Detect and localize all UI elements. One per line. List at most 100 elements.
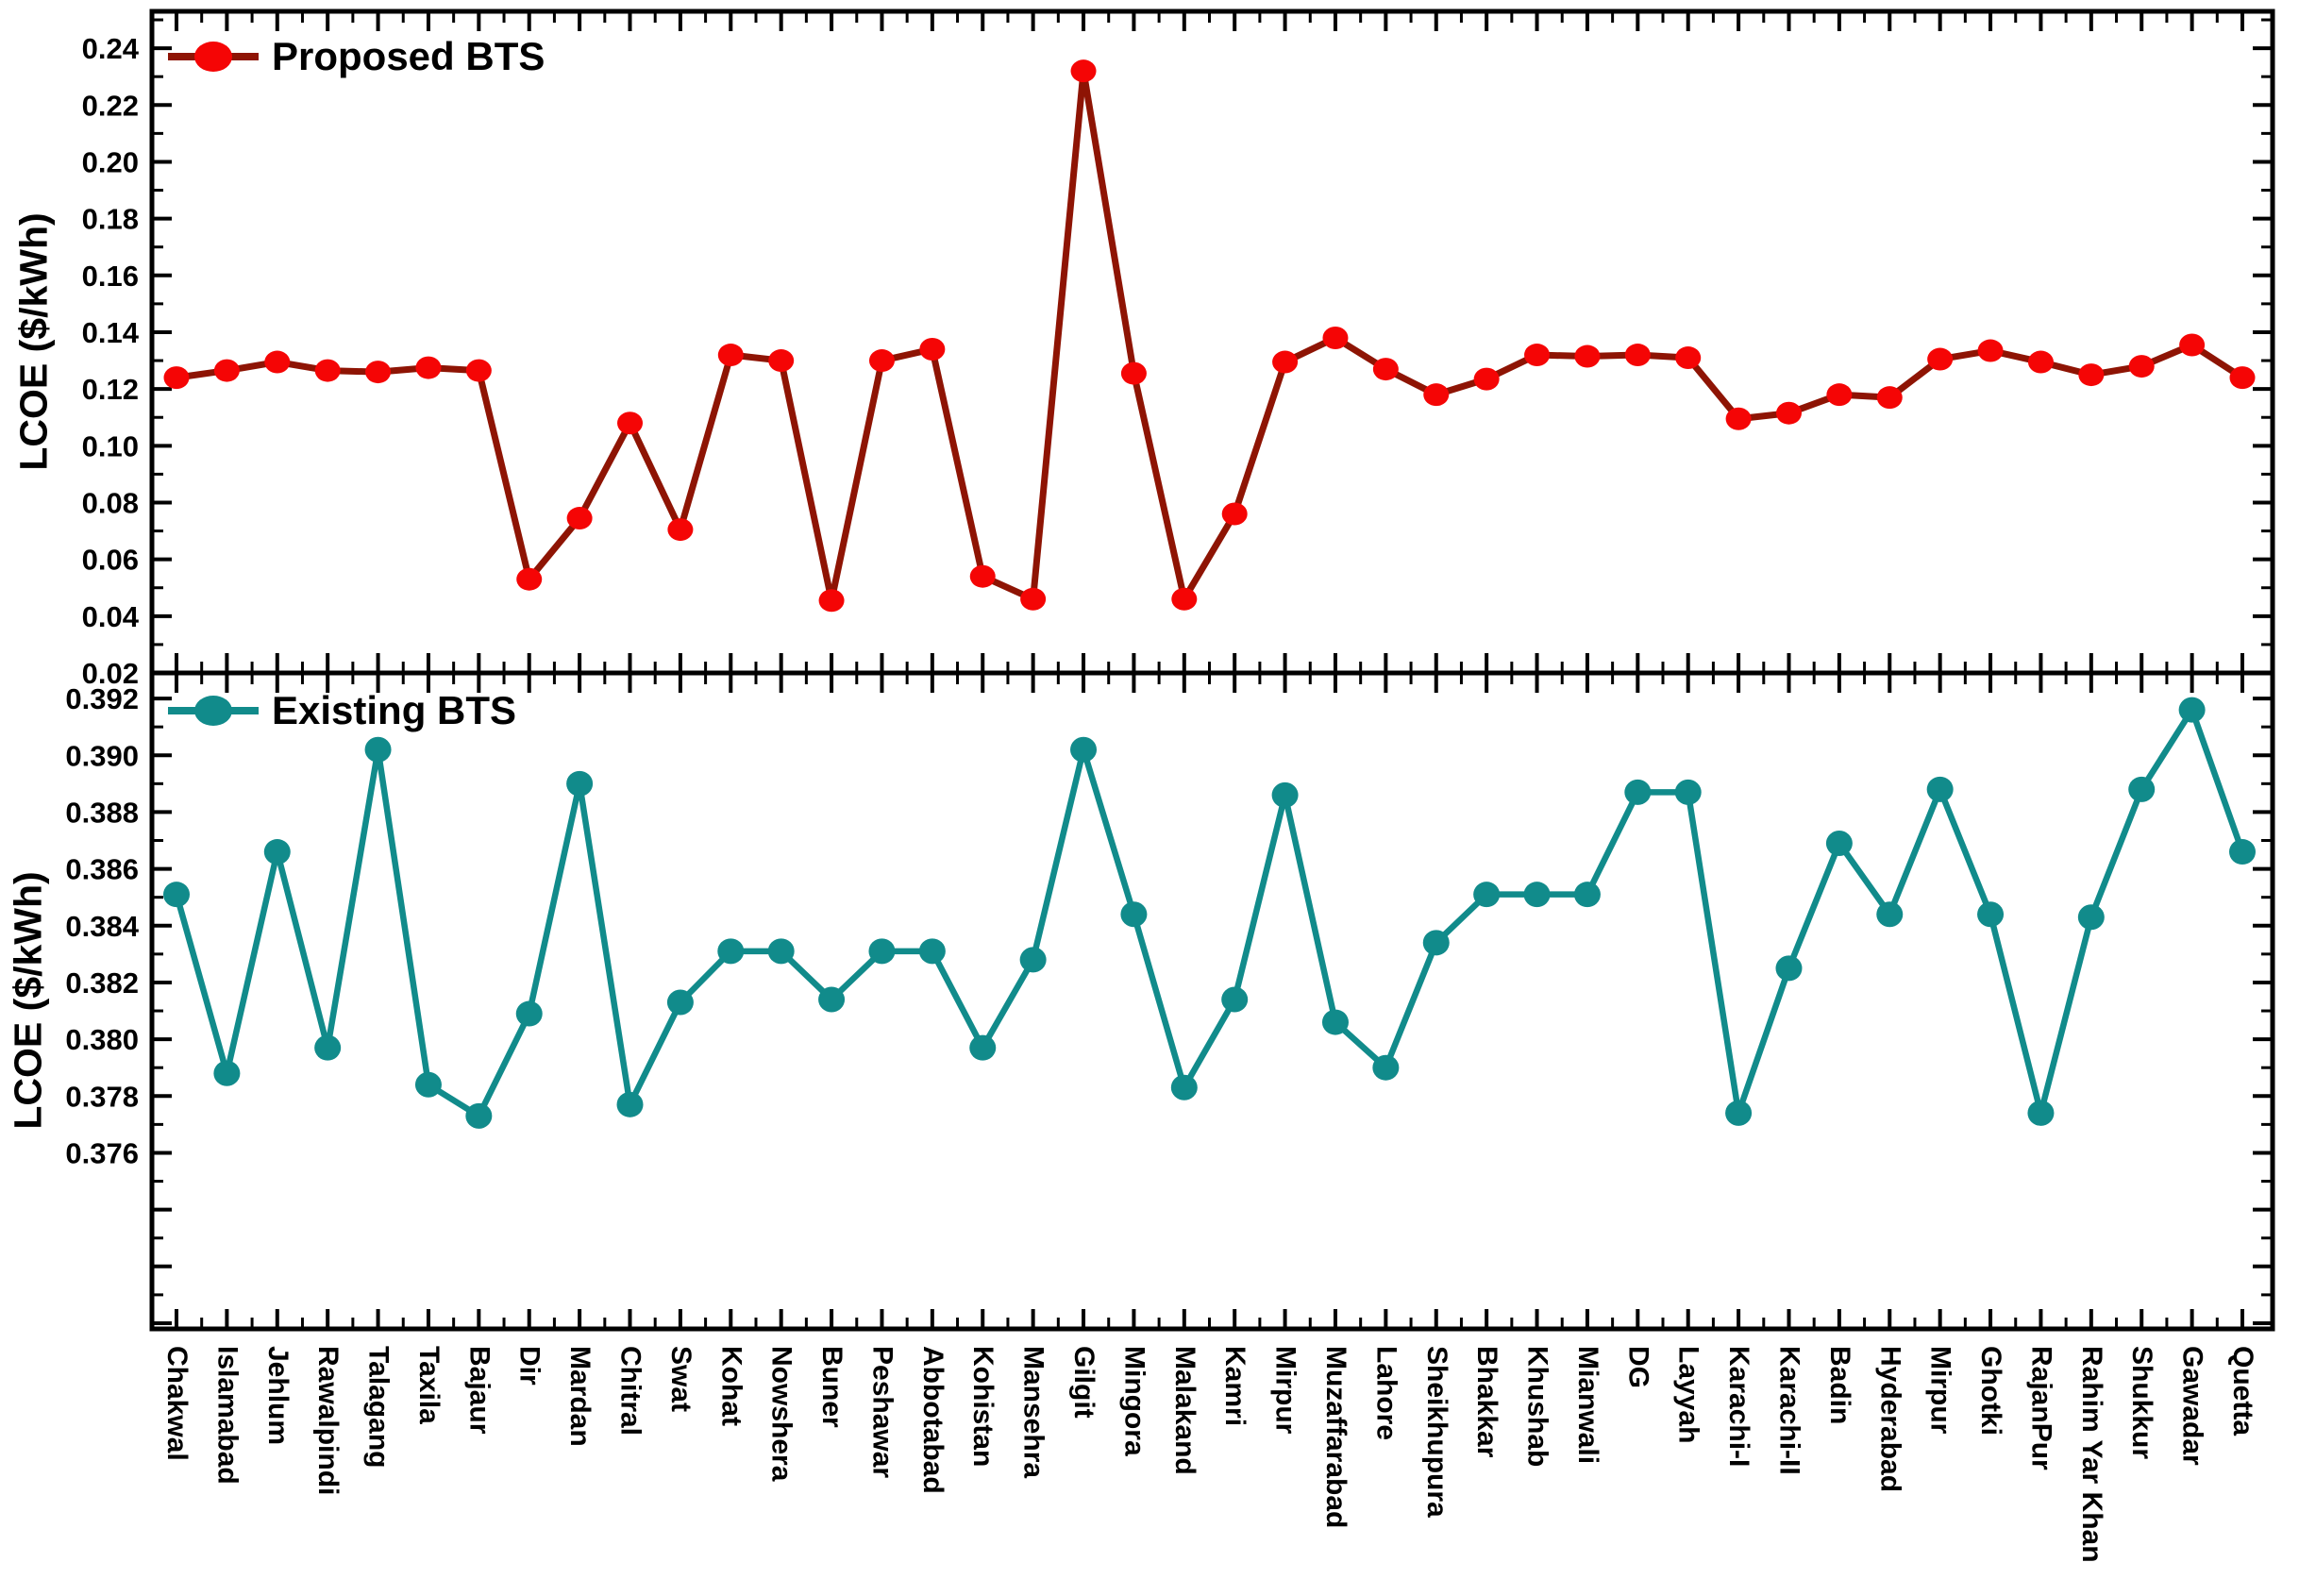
data-point xyxy=(314,359,341,382)
data-point xyxy=(1675,346,1702,370)
data-point xyxy=(1977,339,2004,362)
data-point xyxy=(1372,358,1399,381)
data-point xyxy=(1524,344,1551,367)
data-point xyxy=(1070,59,1097,83)
category-label: Bhakkar xyxy=(1471,1346,1502,1458)
category-label: Kohat xyxy=(715,1346,747,1426)
bottom-y-axis-title: LCOE ($/kWh) xyxy=(6,871,50,1130)
data-point xyxy=(213,1060,241,1086)
data-point xyxy=(2229,366,2256,390)
data-point xyxy=(1876,901,1904,928)
category-label: Karachi-I xyxy=(1723,1346,1754,1467)
data-point xyxy=(1423,383,1450,407)
category-label: RajanPur xyxy=(2025,1346,2056,1470)
y-tick-label: 0.02 xyxy=(82,657,139,690)
data-point xyxy=(1321,1009,1349,1035)
category-label: Jehlum xyxy=(262,1346,294,1445)
data-point xyxy=(365,361,392,384)
category-label: Talagang xyxy=(363,1346,394,1468)
category-label: Mansehra xyxy=(1018,1346,1049,1478)
category-label: Sheikhupura xyxy=(1421,1346,1452,1518)
data-point xyxy=(969,1034,997,1061)
data-point xyxy=(2229,839,2256,865)
category-label: Gawadar xyxy=(2177,1346,2208,1466)
data-point xyxy=(919,338,946,361)
data-point xyxy=(1372,1054,1400,1081)
y-tick-label: 0.388 xyxy=(65,796,139,829)
category-label: Nowshera xyxy=(766,1346,797,1482)
data-point xyxy=(566,507,593,530)
data-point xyxy=(1725,407,1752,430)
legend-existing: Existing BTS xyxy=(166,688,516,733)
data-point xyxy=(1825,831,1853,857)
y-tick-label: 0.390 xyxy=(65,739,139,772)
data-point xyxy=(465,359,492,382)
data-point xyxy=(1473,367,1500,391)
data-point xyxy=(264,350,291,374)
data-point xyxy=(969,564,996,588)
data-point xyxy=(2078,363,2105,387)
proposed-marker-sample xyxy=(194,42,232,72)
data-point xyxy=(515,1000,543,1027)
data-point xyxy=(2077,904,2105,931)
category-label: Malakand xyxy=(1169,1346,1200,1475)
data-point xyxy=(414,1071,442,1098)
data-point xyxy=(1725,1100,1753,1126)
data-point xyxy=(717,938,745,965)
top-series-markers xyxy=(163,59,2256,613)
y-tick-label: 0.24 xyxy=(82,32,140,65)
category-label: Swat xyxy=(665,1346,696,1412)
category-label: Lahore xyxy=(1370,1346,1401,1440)
bottom-panel: 0.376 0.378 0.380 0.382 0.384 0.386 0.388 0.390… xyxy=(65,670,2275,1332)
data-point xyxy=(1170,1074,1198,1100)
data-point xyxy=(818,986,846,1013)
data-point xyxy=(667,518,694,542)
data-point xyxy=(717,344,744,367)
category-label: Mingora xyxy=(1118,1346,1150,1456)
data-point xyxy=(2178,697,2206,723)
top-y-axis-title: LCOE ($/kWh) xyxy=(11,212,56,471)
category-label: Bajaur xyxy=(463,1346,495,1435)
category-label: Mardan xyxy=(564,1346,596,1447)
y-tick-label: 0.22 xyxy=(82,89,139,122)
panel-border xyxy=(149,8,2275,676)
data-point xyxy=(2027,350,2054,374)
y-tick-label: 0.08 xyxy=(82,486,139,519)
data-point xyxy=(1574,344,1601,368)
data-point xyxy=(1221,986,1249,1013)
category-label: Buner xyxy=(816,1346,847,1428)
category-label: Rahim Yar Khan xyxy=(2076,1346,2107,1563)
top-panel: 0.02 0.04 0.06 0.08 0.10 0.12 0.14 0.16 0.18 0.20… xyxy=(82,8,2275,690)
existing-marker-sample xyxy=(194,696,232,726)
category-label: Ghotki xyxy=(1975,1346,2006,1436)
data-point xyxy=(818,589,845,613)
category-label: Mianwali xyxy=(1572,1346,1603,1464)
bottom-series-markers xyxy=(163,697,2256,1129)
category-label: Taxila xyxy=(413,1346,445,1424)
category-label: Layyah xyxy=(1673,1346,1704,1443)
data-point xyxy=(666,989,694,1016)
data-point xyxy=(163,882,190,908)
legend-proposed: Proposed BTS xyxy=(166,34,545,79)
y-tick-label: 0.376 xyxy=(65,1136,139,1169)
category-label: Mirpur xyxy=(1925,1346,1956,1435)
data-point xyxy=(1271,781,1299,808)
category-label: Abbotabad xyxy=(917,1346,948,1494)
y-tick-label: 0.392 xyxy=(65,682,139,715)
y-tick-label: 0.12 xyxy=(82,373,139,406)
data-point xyxy=(163,366,190,390)
data-point xyxy=(1070,736,1098,763)
category-label: Kamri xyxy=(1219,1346,1250,1426)
data-point xyxy=(566,770,594,797)
category-label: Chakwal xyxy=(161,1346,193,1461)
data-point xyxy=(1020,587,1047,611)
category-label: Hyderabad xyxy=(1874,1346,1905,1492)
legend-proposed-label: Proposed BTS xyxy=(272,34,545,78)
y-tick-label: 0.06 xyxy=(82,544,139,577)
data-point xyxy=(868,349,895,373)
data-point xyxy=(1674,779,1702,805)
data-point xyxy=(1523,882,1551,908)
data-point xyxy=(2179,333,2206,357)
